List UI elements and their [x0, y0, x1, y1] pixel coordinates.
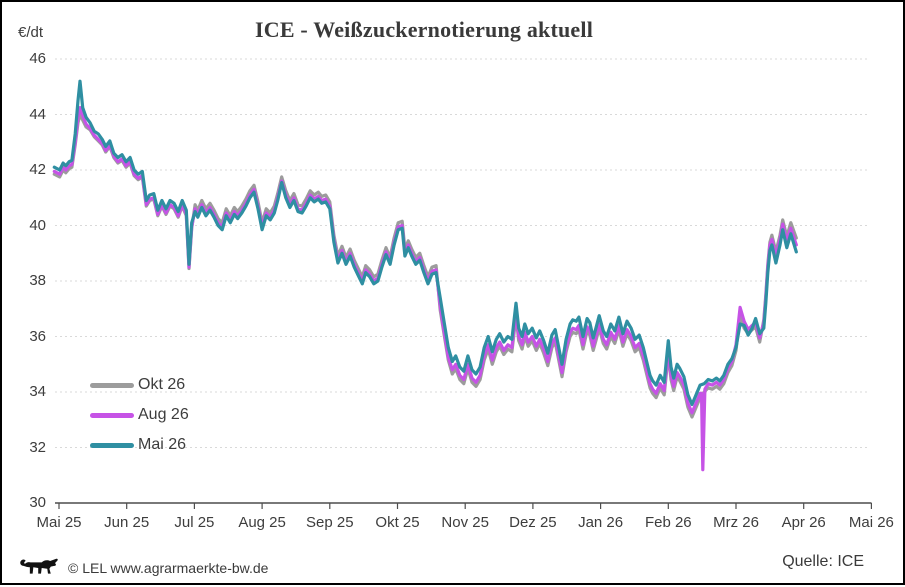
x-tick-label-Jun-25: Jun 25 [104, 514, 150, 531]
x-tick-label-Jul-25: Jul 25 [174, 514, 215, 531]
x-tick-label-Sep-25: Sep 25 [306, 514, 354, 531]
x-tick-label-Mai-26: Mai 26 [848, 514, 894, 531]
legend-label: Mai 26 [138, 436, 187, 453]
legend-label: Aug 26 [138, 406, 189, 423]
y-axis-unit-label: €/dt [18, 24, 44, 41]
x-tick-label-Dez-25: Dez 25 [509, 514, 557, 531]
footer-copyright-text: © LEL www.agrarmaerkte-bw.de [68, 560, 269, 576]
page-title: ICE - Weißzuckernotierung aktuell [254, 17, 594, 42]
y-tick-label-46: 46 [29, 50, 46, 67]
legend-item-mai-26: Mai 26 [90, 436, 186, 454]
mai-26-line-swatch [90, 442, 134, 448]
y-tick-label-30: 30 [29, 494, 46, 511]
y-tick-label-36: 36 [29, 327, 46, 345]
series-line-okt-26 [52, 112, 798, 419]
series-line-aug-26 [52, 105, 798, 472]
y-tick-label-34: 34 [29, 383, 46, 400]
footer-source-text: Quelle: ICE [782, 553, 864, 570]
legend-item-okt-26: Okt 26 [90, 376, 185, 394]
x-tick-label-Mai-25: Mai 25 [36, 514, 82, 531]
legend-item-aug-26: Aug 26 [90, 406, 189, 424]
y-tick-label-42: 42 [29, 161, 46, 178]
x-tick-label-Jan-26: Jan 26 [578, 514, 624, 531]
y-tick-label-38: 38 [29, 272, 46, 289]
x-tick-label-Feb-26: Feb 26 [644, 514, 692, 531]
y-tick-label-32: 32 [29, 438, 46, 456]
x-tick-label-Apr-26: Apr 26 [781, 514, 826, 531]
y-tick-label-44: 44 [29, 105, 46, 123]
series-line-mai-26 [52, 79, 798, 407]
x-tick-label-Mrz-26: Mrz 26 [713, 514, 759, 531]
y-tick-label-40: 40 [29, 216, 46, 234]
x-tick-label-Okt-25: Okt 25 [375, 514, 420, 531]
baden-wuerttemberg-lion-icon [20, 558, 58, 574]
legend-label: Okt 26 [138, 376, 186, 393]
okt-26-line-swatch [90, 382, 134, 388]
x-tick-label-Nov-25: Nov 25 [441, 514, 489, 531]
aug-26-line-swatch [90, 412, 134, 418]
x-tick-label-Aug-25: Aug 25 [238, 514, 286, 531]
